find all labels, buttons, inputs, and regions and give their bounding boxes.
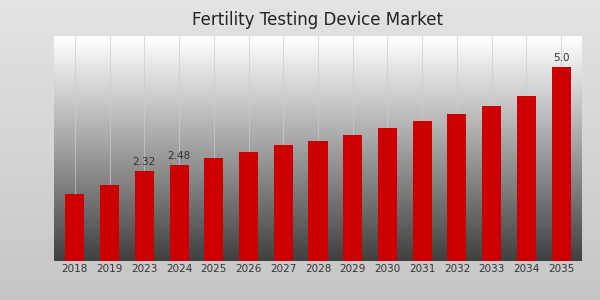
Bar [135,171,154,261]
Bar [100,185,119,261]
Bar [551,67,571,261]
Text: 2.48: 2.48 [167,151,191,161]
Bar [448,114,467,261]
Bar [378,128,397,261]
Bar [343,135,362,261]
Bar [170,165,188,261]
Bar [239,152,258,261]
Bar [308,141,328,261]
Bar [482,106,501,261]
Bar [65,194,85,261]
Bar [413,121,432,261]
Title: Fertility Testing Device Market: Fertility Testing Device Market [193,11,443,29]
Text: 2.32: 2.32 [133,157,156,167]
Bar [274,146,293,261]
Bar [517,96,536,261]
Bar [204,158,223,261]
Text: 5.0: 5.0 [553,53,569,63]
